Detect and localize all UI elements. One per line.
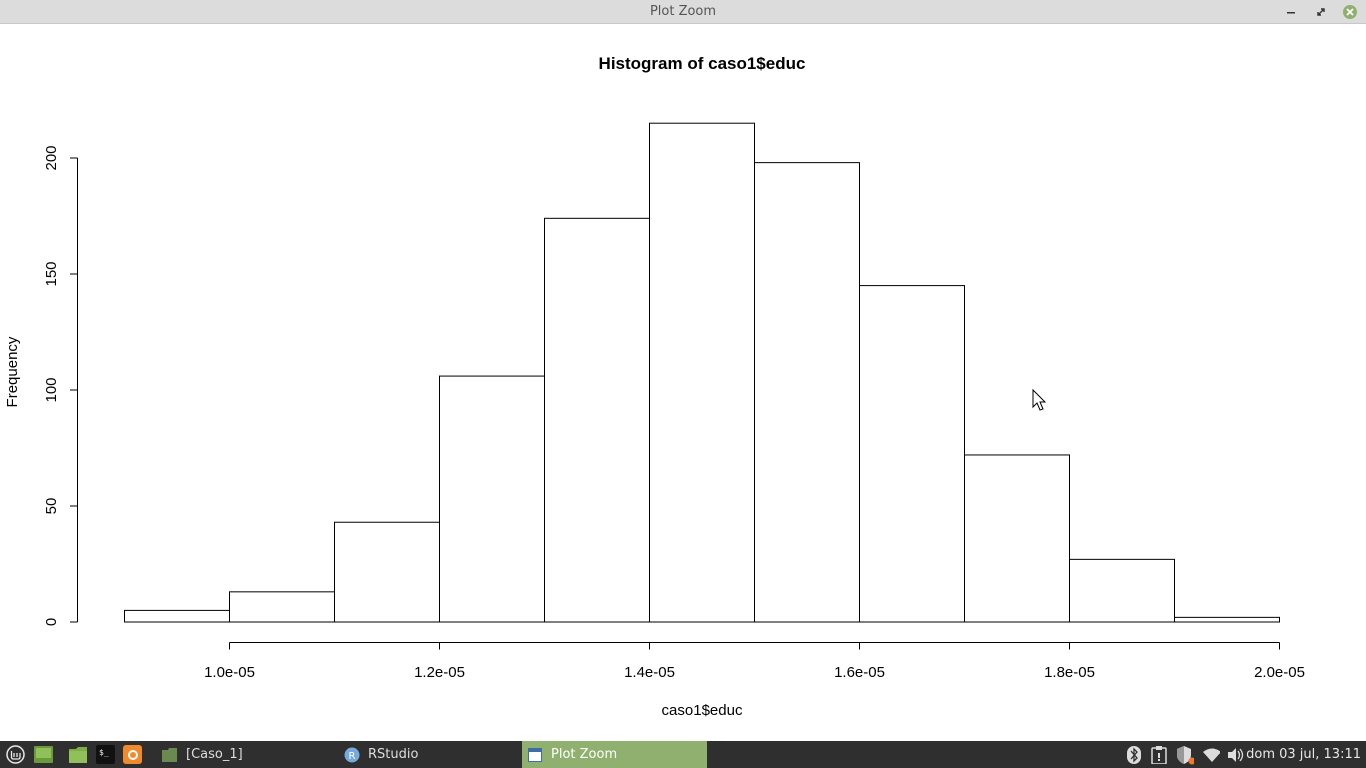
histogram-bars xyxy=(124,122,1280,623)
desktop-icon xyxy=(34,746,53,763)
taskbar: $_ [Caso_1] R RStudio Plot Zoom dom 03 j… xyxy=(0,741,1366,768)
x-tick-label: 1.0e-05 xyxy=(204,664,255,681)
clipboard-tray[interactable] xyxy=(1150,746,1168,764)
x-tick-label: 1.6e-05 xyxy=(834,664,885,681)
close-icon xyxy=(1343,5,1357,19)
clipboard-icon xyxy=(1151,746,1167,764)
x-tick-label: 1.4e-05 xyxy=(624,664,675,681)
y-tick-label: 200 xyxy=(43,145,60,170)
x-axis: 1.0e-05 1.2e-05 1.4e-05 1.6e-05 1.8e-05 2.0e-… xyxy=(204,642,1305,681)
histogram-bar xyxy=(1069,558,1175,623)
y-axis: 0 50 100 150 200 xyxy=(43,145,78,626)
firefox-launcher[interactable] xyxy=(123,745,142,764)
terminal-launcher[interactable]: $_ xyxy=(96,745,115,764)
bluetooth-icon xyxy=(1127,746,1141,764)
histogram-bar xyxy=(754,162,860,623)
restore-icon xyxy=(1317,8,1325,16)
window-icon xyxy=(528,747,542,762)
terminal-icon: $_ xyxy=(96,745,115,764)
histogram-bar xyxy=(124,609,230,623)
window-titlebar[interactable]: Plot Zoom xyxy=(0,0,1366,24)
files-launcher[interactable] xyxy=(68,745,87,764)
histogram-bar xyxy=(649,122,755,623)
update-manager-tray[interactable] xyxy=(1176,746,1194,765)
close-button[interactable] xyxy=(1341,3,1359,21)
taskbar-window-plot-zoom[interactable]: Plot Zoom xyxy=(522,741,707,768)
y-tick-label: 0 xyxy=(43,618,60,626)
shield-icon xyxy=(1177,746,1194,765)
y-axis-label: Frequency xyxy=(4,336,21,407)
x-tick-label: 1.8e-05 xyxy=(1044,664,1095,681)
volume-tray[interactable] xyxy=(1227,746,1245,764)
histogram-bar xyxy=(229,591,335,623)
minimize-button[interactable] xyxy=(1282,3,1300,21)
mouse-cursor-icon xyxy=(1032,388,1047,411)
linux-mint-menu-icon xyxy=(6,745,25,764)
taskbar-window-label: [Caso_1] xyxy=(186,747,243,762)
clock[interactable]: dom 03 jul, 13:11 xyxy=(1246,747,1361,762)
show-desktop-button[interactable] xyxy=(34,745,53,764)
taskbar-window-label: Plot Zoom xyxy=(551,747,618,762)
y-tick-label: 150 xyxy=(43,261,60,286)
menu-button[interactable] xyxy=(6,745,25,764)
histogram-bar xyxy=(859,285,965,623)
y-tick-label: 100 xyxy=(43,377,60,402)
taskbar-window-label: RStudio xyxy=(368,747,419,762)
firefox-icon xyxy=(123,745,142,764)
histogram-bar xyxy=(334,521,440,623)
svg-text:R: R xyxy=(349,751,356,762)
x-tick-label: 2.0e-05 xyxy=(1254,664,1305,681)
network-tray[interactable] xyxy=(1202,746,1220,764)
svg-text:$_: $_ xyxy=(99,748,109,757)
taskbar-window-caso1[interactable]: [Caso_1] xyxy=(156,741,334,768)
x-axis-label: caso1$educ xyxy=(662,702,743,719)
folder-icon xyxy=(162,747,177,762)
bluetooth-tray[interactable] xyxy=(1125,746,1143,764)
histogram-bar xyxy=(439,375,545,623)
volume-icon xyxy=(1228,748,1244,762)
minimize-icon xyxy=(1287,12,1295,14)
histogram-plot: Histogram of caso1$educ caso1$educ Frequ… xyxy=(4,54,1305,719)
x-tick-label: 1.2e-05 xyxy=(414,664,465,681)
restore-button[interactable] xyxy=(1312,3,1330,21)
wifi-icon xyxy=(1203,748,1220,762)
y-tick-label: 50 xyxy=(43,498,60,515)
chart-title: Histogram of caso1$educ xyxy=(599,54,806,73)
rstudio-icon: R xyxy=(344,747,360,762)
histogram-bar xyxy=(964,454,1070,623)
window-title: Plot Zoom xyxy=(649,4,717,19)
histogram-bar xyxy=(1174,616,1280,623)
taskbar-window-rstudio[interactable]: R RStudio xyxy=(336,741,516,768)
histogram-bar xyxy=(544,217,650,623)
folder-icon xyxy=(69,747,87,763)
